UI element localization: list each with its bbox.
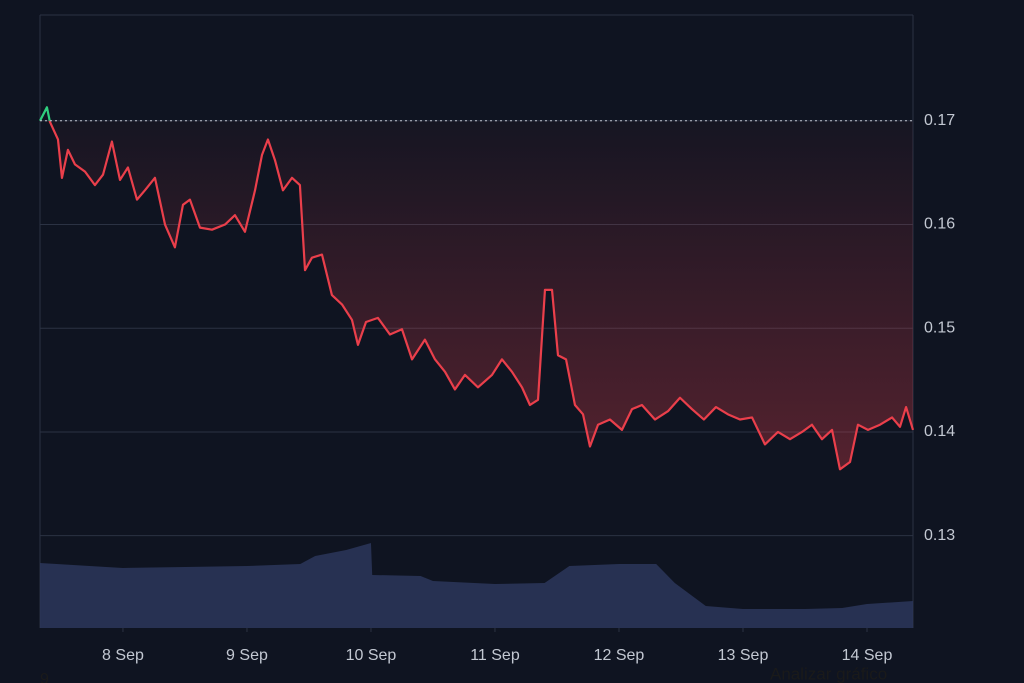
x-tick-label: 14 Sep [842, 647, 893, 664]
x-tick-label: 10 Sep [346, 647, 397, 664]
y-tick-label: 0.14 [924, 423, 955, 440]
area-fill [40, 120, 913, 470]
y-tick-label: 0.15 [924, 319, 955, 336]
x-tick-label: 8 Sep [102, 647, 144, 664]
y-tick-label: 0.13 [924, 527, 955, 544]
volume-area [40, 543, 913, 628]
x-tick-label: 9 Sep [226, 647, 268, 664]
footer-left: 9 [40, 671, 49, 683]
x-tick-label: 13 Sep [718, 647, 769, 664]
analyze-chart-button[interactable]: Analizar gráfico [770, 664, 887, 683]
x-tick-label: 11 Sep [470, 647, 520, 664]
x-tick-label: 12 Sep [594, 647, 645, 664]
price-line [39, 120, 915, 471]
y-tick-label: 0.17 [924, 112, 955, 129]
y-tick-label: 0.16 [924, 216, 955, 233]
